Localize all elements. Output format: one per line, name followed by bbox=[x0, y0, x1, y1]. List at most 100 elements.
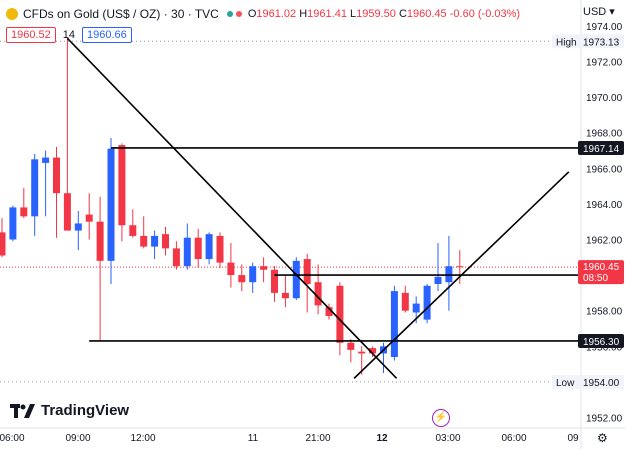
market-status[interactable] bbox=[226, 11, 242, 17]
y-tick-label: 1962.00 bbox=[586, 235, 623, 246]
chevron-down-icon: ▾ bbox=[609, 6, 615, 18]
candle-body bbox=[456, 266, 464, 268]
bid-ask-row: 1960.52 14 1960.66 bbox=[6, 27, 132, 43]
candle-body bbox=[314, 282, 322, 306]
price-marker-value: 1973.13 bbox=[583, 37, 620, 48]
ohlc-change: -0.60 (-0.03%) bbox=[449, 8, 521, 20]
candle-body bbox=[271, 269, 278, 293]
price-marker-box bbox=[578, 374, 624, 389]
candle-body bbox=[129, 225, 137, 236]
countdown-label: 08:50 bbox=[583, 273, 608, 284]
flash-icon[interactable]: ⚡ bbox=[432, 409, 450, 427]
spread-value: 14 bbox=[62, 29, 76, 41]
candle-body bbox=[445, 266, 453, 283]
tradingview-wordmark: TradingView bbox=[41, 402, 130, 419]
price-marker-value: 1954.00 bbox=[583, 378, 620, 389]
candle-body bbox=[107, 148, 115, 261]
uptrend-line bbox=[353, 171, 570, 379]
x-tick-label: 12:00 bbox=[130, 433, 155, 444]
candle-body bbox=[303, 259, 311, 284]
line-price-value: 1967.14 bbox=[583, 144, 620, 155]
candle-body bbox=[140, 235, 148, 247]
candle-body bbox=[358, 351, 366, 354]
y-tick-label: 1970.00 bbox=[586, 93, 623, 104]
price-marker-label: Low bbox=[556, 378, 575, 389]
line-price-tag bbox=[578, 333, 624, 348]
candle-body bbox=[96, 221, 104, 261]
x-tick-label: 06:00 bbox=[501, 433, 526, 444]
price-marker-box bbox=[578, 34, 624, 49]
candle-body bbox=[53, 157, 60, 194]
ohlc-high: 1961.41 bbox=[307, 8, 347, 20]
line-price-tag bbox=[578, 140, 624, 155]
downtrend-line bbox=[66, 37, 398, 379]
price-marker-tag bbox=[552, 374, 578, 389]
candle-body bbox=[434, 276, 442, 284]
candle-body bbox=[205, 234, 213, 260]
y-tick-label: 1952.00 bbox=[586, 414, 623, 425]
x-tick-label: 06:00 bbox=[0, 433, 25, 444]
candle-body bbox=[194, 237, 202, 260]
x-tick-label: 03:00 bbox=[435, 433, 460, 444]
candle-body bbox=[216, 235, 224, 263]
candle-body bbox=[151, 235, 159, 247]
candle-body bbox=[249, 266, 257, 283]
tradingview-logo-icon bbox=[10, 403, 35, 418]
x-tick-label: 09:00 bbox=[65, 433, 90, 444]
candle-body bbox=[118, 145, 126, 226]
candle-body bbox=[260, 266, 268, 270]
ohlc-close: 1960.45 bbox=[406, 8, 447, 20]
candle-body bbox=[183, 237, 191, 267]
x-tick-label: 21:00 bbox=[305, 433, 330, 444]
price-marker-tag bbox=[552, 34, 578, 49]
candle-body bbox=[423, 285, 431, 320]
y-tick-label: 1958.00 bbox=[586, 307, 623, 318]
x-tick-label: 12 bbox=[376, 433, 388, 444]
currency-select[interactable]: USD ▾ bbox=[583, 5, 615, 18]
line-price-value: 1956.30 bbox=[583, 337, 620, 348]
candle-body bbox=[369, 348, 377, 354]
candle-body bbox=[325, 307, 333, 317]
ohlc-open: 1961.02 bbox=[256, 8, 297, 20]
x-tick-label: 09 bbox=[567, 433, 579, 444]
buy-button[interactable]: 1960.66 bbox=[82, 27, 132, 43]
candle-body bbox=[347, 342, 355, 350]
sell-button[interactable]: 1960.52 bbox=[6, 27, 56, 43]
candle-body bbox=[238, 275, 246, 283]
y-tick-label: 1974.00 bbox=[586, 22, 623, 33]
candle-body bbox=[390, 291, 398, 357]
candle-body bbox=[9, 207, 17, 240]
candle-body bbox=[63, 193, 71, 231]
candle-body bbox=[0, 232, 6, 256]
x-tick-label: 11 bbox=[248, 433, 259, 444]
alert-dot-icon bbox=[235, 11, 242, 17]
candle-body bbox=[281, 292, 289, 299]
candle-body bbox=[162, 234, 169, 249]
price-marker-label: High bbox=[556, 37, 577, 48]
y-tick-label: 1968.00 bbox=[586, 129, 623, 140]
y-tick-label: 1972.00 bbox=[586, 57, 623, 68]
candle-body bbox=[42, 157, 50, 163]
candle-body bbox=[74, 223, 82, 231]
candle-body bbox=[172, 248, 180, 267]
tradingview-logo[interactable]: TradingView bbox=[10, 402, 129, 419]
gear-icon[interactable]: ⚙ bbox=[597, 431, 608, 445]
candle-body bbox=[31, 159, 39, 217]
currency-label: USD bbox=[583, 6, 607, 18]
candle-body bbox=[292, 260, 300, 299]
ohlc-readout: O1961.02 H1961.41 L1959.50 C1960.45 -0.6… bbox=[247, 8, 521, 20]
candle-body bbox=[336, 285, 344, 343]
candle-body bbox=[412, 303, 420, 313]
y-tick-label: 1966.00 bbox=[586, 164, 623, 175]
candle-body bbox=[85, 214, 93, 222]
candle-body bbox=[401, 292, 409, 311]
candle-body bbox=[20, 207, 28, 217]
candle-body bbox=[227, 262, 235, 276]
market-open-icon bbox=[226, 11, 233, 17]
current-price-value: 1960.45 bbox=[583, 262, 620, 273]
symbol-title[interactable]: CFDs on Gold (US$ / OZ) · 30 · TVC bbox=[23, 7, 219, 21]
current-price-tag bbox=[578, 260, 624, 285]
gold-logo-icon bbox=[6, 8, 18, 20]
y-tick-label: 1964.00 bbox=[586, 200, 623, 211]
